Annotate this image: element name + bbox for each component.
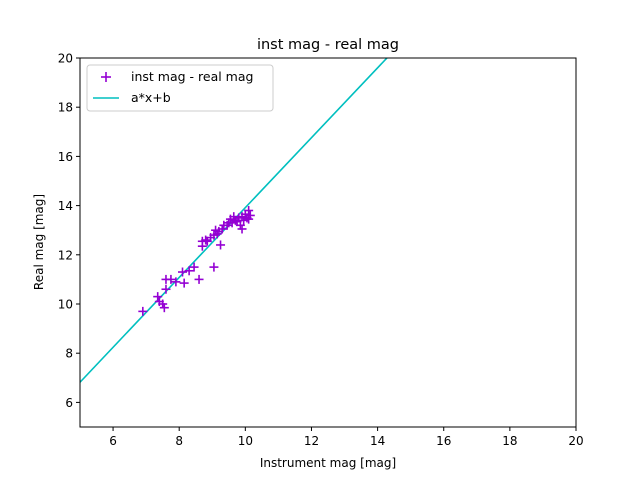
data-point [178,267,188,277]
chart-title: inst mag - real mag [257,37,399,53]
legend: inst mag - real mag a*x+b [86,64,274,112]
plot-area [80,58,576,427]
x-axis-ticks: 6 8 10 12 14 16 18 20 [109,427,584,448]
x-tick-label: 20 [568,434,583,448]
data-point [161,284,171,294]
y-tick-label: 10 [58,298,73,312]
x-axis-label: Instrument mag [mag] [260,456,396,470]
data-point [216,240,226,250]
data-point [209,262,219,272]
data-point [138,306,148,316]
y-tick-label: 8 [65,347,73,361]
y-tick-label: 6 [65,396,73,410]
x-tick-label: 16 [436,434,451,448]
data-point [184,266,194,276]
data-point [244,206,254,216]
legend-label-fit: a*x+b [131,90,171,105]
data-point [201,235,211,245]
y-tick-label: 14 [58,199,73,213]
x-tick-label: 18 [502,434,517,448]
y-tick-label: 16 [58,150,73,164]
data-point [166,274,176,284]
scatter-points [138,206,255,316]
data-point [171,277,181,287]
plot-frame [79,57,577,428]
x-tick-label: 10 [238,434,253,448]
x-tick-label: 12 [304,434,319,448]
data-point [189,262,199,272]
y-tick-label: 12 [58,248,73,262]
data-point [179,278,189,288]
y-axis-ticks: 6 8 10 12 14 16 18 20 [58,52,80,410]
data-point [159,303,169,313]
y-tick-label: 20 [58,52,73,66]
fit-line-layer [80,58,389,383]
y-tick-label: 18 [58,101,73,115]
data-point [245,210,255,220]
fit-line [80,58,389,383]
x-tick-label: 8 [175,434,183,448]
x-tick-label: 6 [109,434,117,448]
data-point [194,274,204,284]
legend-scatter-marker [101,72,111,82]
data-point [237,224,247,234]
legend-box [86,64,274,112]
legend-label-scatter: inst mag - real mag [131,69,253,84]
y-axis-label: Real mag [mag] [32,194,46,290]
x-tick-label: 14 [370,434,385,448]
data-point [153,292,163,302]
